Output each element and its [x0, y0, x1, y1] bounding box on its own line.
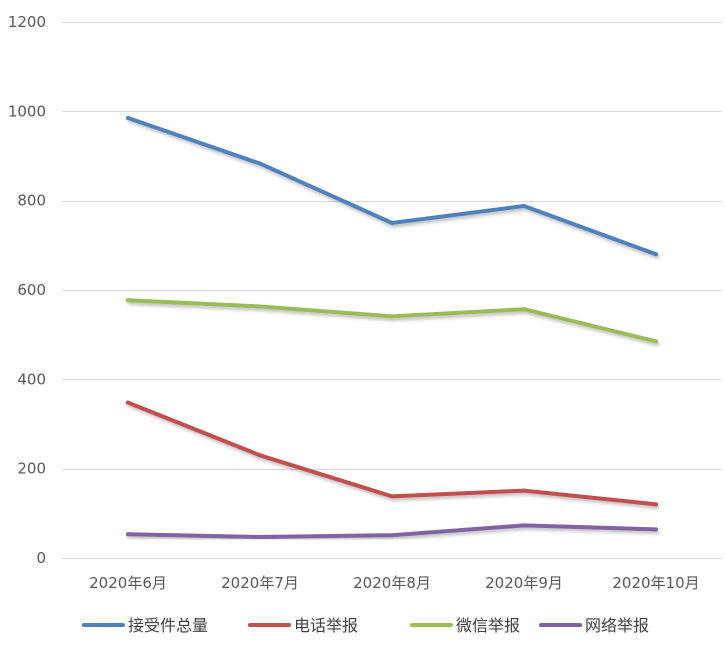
data-point [390, 494, 394, 499]
data-point [522, 523, 526, 528]
series-line-2 [126, 400, 658, 507]
series-line-1 [126, 116, 658, 257]
y-tick-label: 600 [17, 281, 46, 299]
data-point [258, 453, 262, 458]
data-point [390, 314, 394, 319]
x-tick-label: 2020年6月 [89, 574, 167, 592]
x-tick-label: 2020年9月 [485, 574, 563, 592]
y-tick-label: 800 [17, 192, 46, 210]
data-point [390, 533, 394, 538]
y-tick-label: 200 [17, 460, 46, 478]
data-point [126, 116, 130, 120]
x-tick-label: 2020年7月 [221, 574, 299, 592]
data-point [522, 204, 526, 208]
data-point [126, 400, 130, 405]
x-axis-ticks: 2020年6月 2020年7月 2020年8月 2020年9月 2020年10月 [89, 574, 699, 592]
y-tick-label: 1000 [8, 102, 46, 120]
data-point [258, 161, 262, 166]
y-axis-ticks: 0 200 400 600 800 1000 1200 [8, 13, 46, 567]
y-tick-label: 400 [17, 370, 46, 388]
legend-label: 接受件总量 [128, 616, 208, 635]
gridlines [62, 22, 722, 559]
data-point [654, 339, 658, 344]
data-point [126, 298, 130, 303]
x-tick-label: 2020年10月 [612, 574, 699, 592]
data-point [258, 535, 262, 539]
data-point [654, 502, 658, 507]
data-point [522, 488, 526, 493]
data-point [258, 304, 262, 309]
x-tick-label: 2020年8月 [353, 574, 431, 592]
data-point [390, 221, 394, 225]
data-point [126, 532, 130, 537]
y-tick-label: 0 [36, 549, 46, 567]
data-point [654, 252, 658, 257]
series-lines [126, 116, 658, 539]
y-tick-label: 1200 [8, 13, 46, 31]
legend-label: 微信举报 [456, 616, 520, 635]
data-point [522, 307, 526, 312]
legend: 接受件总量 电话举报 微信举报 网络举报 [82, 616, 649, 635]
series-line-3 [126, 298, 658, 344]
data-point [654, 527, 658, 532]
legend-label: 电话举报 [294, 616, 358, 635]
legend-label: 网络举报 [585, 616, 649, 635]
